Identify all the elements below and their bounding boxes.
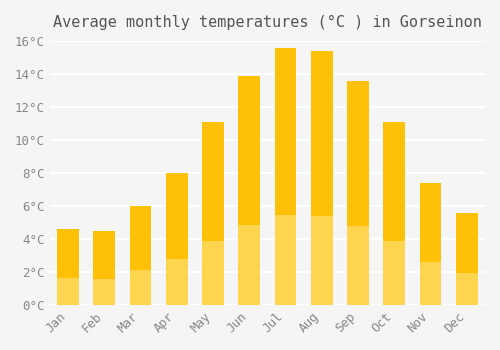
Bar [202, 241, 224, 305]
Bar [311, 216, 332, 305]
Bar [274, 215, 296, 305]
Bar [311, 51, 332, 305]
Bar [238, 76, 260, 305]
Bar [57, 229, 79, 305]
Bar [420, 262, 442, 305]
Bar [57, 279, 79, 305]
Bar [456, 273, 477, 305]
Bar [130, 270, 152, 305]
Bar [166, 259, 188, 305]
Bar [238, 225, 260, 305]
Bar [94, 231, 115, 305]
Bar [347, 226, 369, 305]
Bar [274, 48, 296, 305]
Bar [202, 122, 224, 305]
Bar [94, 279, 115, 305]
Title: Average monthly temperatures (°C ) in Gorseinon: Average monthly temperatures (°C ) in Go… [53, 15, 482, 30]
Bar [420, 183, 442, 305]
Bar [384, 241, 405, 305]
Bar [384, 122, 405, 305]
Bar [166, 173, 188, 305]
Bar [347, 80, 369, 305]
Bar [456, 212, 477, 305]
Bar [130, 206, 152, 305]
